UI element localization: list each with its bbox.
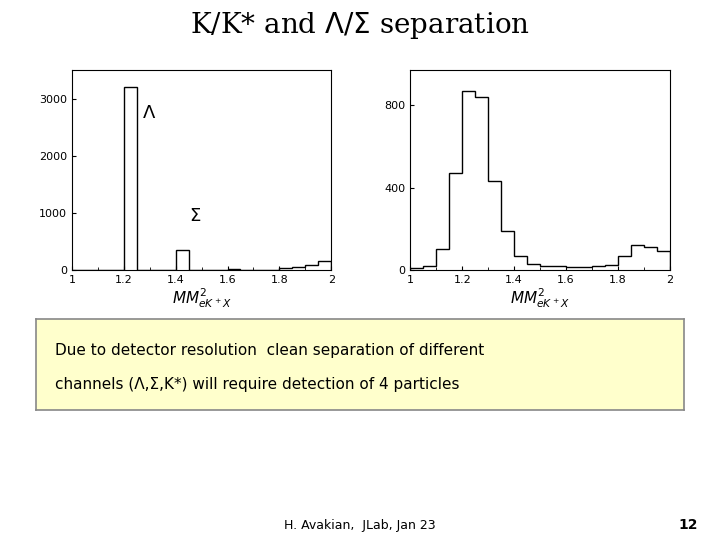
Text: channels (Λ,Σ,K*) will require detection of 4 particles: channels (Λ,Σ,K*) will require detection… [55,377,460,392]
Text: $\Sigma$: $\Sigma$ [189,207,201,225]
X-axis label: $MM^2_{eK^+X}$: $MM^2_{eK^+X}$ [510,286,570,310]
Text: K/K* and $\Lambda/\Sigma$ separation: K/K* and $\Lambda/\Sigma$ separation [190,10,530,41]
Text: $\Lambda$: $\Lambda$ [142,104,156,123]
X-axis label: $MM^2_{eK^+X}$: $MM^2_{eK^+X}$ [172,286,231,310]
Text: Due to detector resolution  clean separation of different: Due to detector resolution clean separat… [55,343,485,358]
Text: H. Avakian,  JLab, Jan 23: H. Avakian, JLab, Jan 23 [284,518,436,532]
Text: 12: 12 [679,518,698,532]
